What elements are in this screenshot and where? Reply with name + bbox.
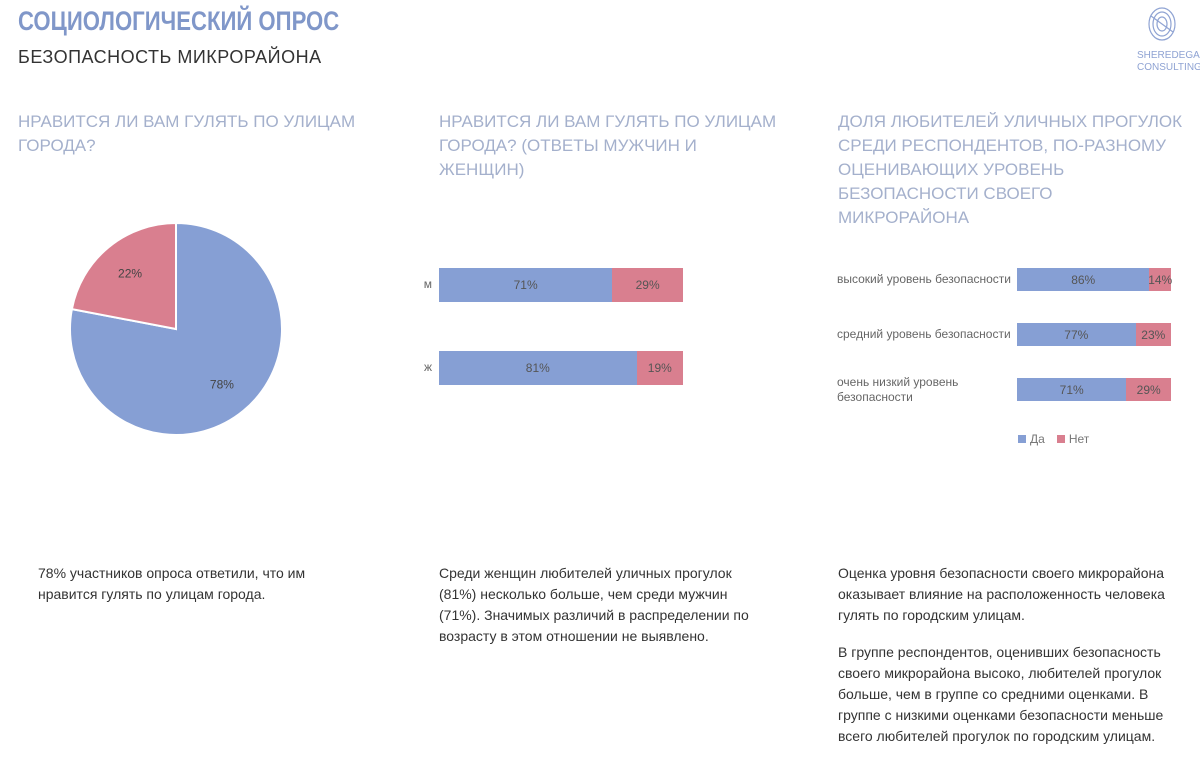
legend: Да Нет [1018,432,1089,446]
chart2-title: НРАВИТСЯ ЛИ ВАМ ГУЛЯТЬ ПО УЛИЦАМ ГОРОДА?… [439,112,777,179]
stacked-bar: 71% 29% [439,268,683,302]
chart1-title: НРАВИТСЯ ЛИ ВАМ ГУЛЯТЬ ПО УЛИЦАМ ГОРОДА? [18,112,356,155]
stacked-bar: 86% 14% [1017,268,1172,291]
bar-segment-yes: 81% [439,351,637,385]
bar-segment-yes: 77% [1017,323,1136,346]
category-label: высокий уровень безопасности [837,271,1011,286]
page-subtitle: БЕЗОПАСНОСТЬ МИКРОРАЙОНА [18,47,322,67]
pie-chart: 78% 22% [69,221,283,436]
summary-3b: В группе респондентов, оценивших безопас… [838,644,1164,744]
category-label: ж [423,360,432,374]
stacked-bar: 71% 29% [1017,378,1171,401]
bar-segment-no: 29% [612,268,683,302]
legend-yes: Да [1030,432,1045,446]
logo: SHEREDEGA CONSULTING [1130,6,1200,74]
category-label: м [423,277,432,291]
bar-segment-yes: 86% [1017,268,1150,291]
logo-text: SHEREDEGA CONSULTING [1137,50,1200,73]
bar-segment-yes: 71% [439,268,613,302]
pie-label: 78% [210,378,234,392]
pie-label: 22% [118,266,142,280]
bar-segment-yes: 71% [1017,378,1127,401]
bar-segment-no: 29% [1126,378,1171,401]
summary-2: Среди женщин любителей уличных прогулок … [439,565,749,644]
summary-3a: Оценка уровня безопасности своего микрор… [838,565,1165,623]
legend-no-swatch [1056,435,1065,443]
summary-1: 78% участников опроса ответили, что им н… [38,565,306,602]
pie-slice-no [70,221,177,331]
bar-segment-no: 14% [1148,268,1172,291]
legend-no: Нет [1068,432,1090,446]
category-label: очень низкий уровень безопасности [837,374,959,404]
chart3-title: ДОЛЯ ЛЮБИТЕЛЕЙ УЛИЧНЫХ ПРОГУЛОК СРЕДИ РЕ… [838,112,1183,227]
category-label: средний уровень безопасности [837,326,1011,341]
stacked-bar: 81% 19% [439,351,683,385]
bar-segment-no: 23% [1135,323,1171,346]
page-title: СОЦИОЛОГИЧЕСКИЙ ОПРОС [18,6,340,36]
logo-fingerprint-icon [1148,7,1176,41]
bar-segment-no: 19% [636,351,683,385]
stacked-bar: 77% 23% [1017,323,1171,346]
legend-yes-swatch [1018,435,1026,443]
